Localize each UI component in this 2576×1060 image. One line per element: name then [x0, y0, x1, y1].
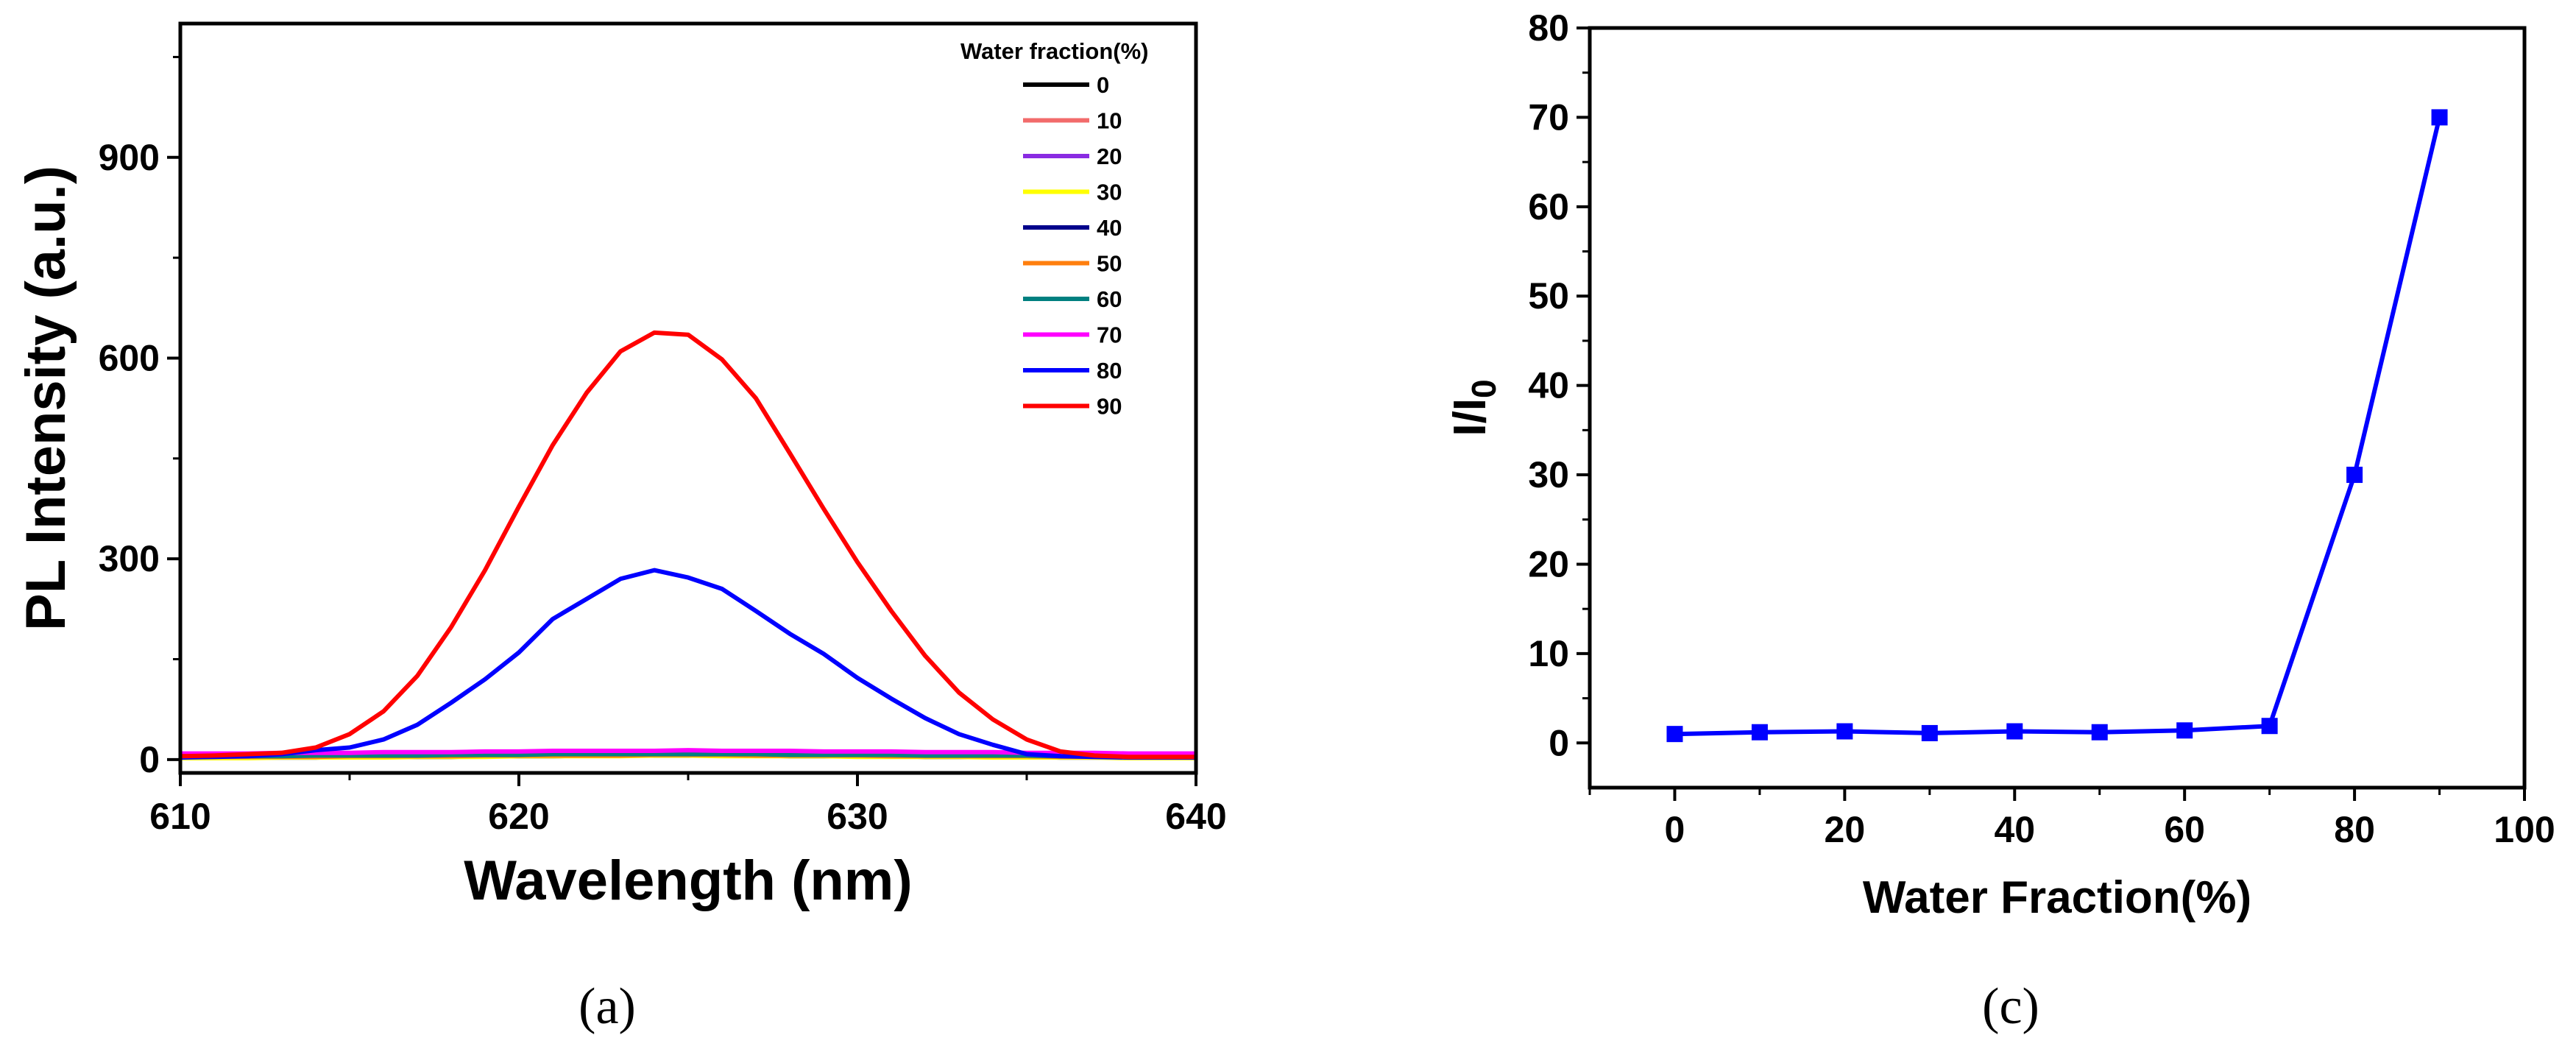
- ratio-point-80: [2346, 467, 2363, 484]
- panel-a-series-layer: [180, 330, 1196, 760]
- y-tick-label: 0: [139, 739, 160, 780]
- ratio-point-40: [2006, 723, 2023, 740]
- legend-label-0: 0: [1097, 72, 1109, 98]
- series-line-80: [180, 568, 1196, 760]
- panel-c-x-axis-label: Water Fraction(%): [1863, 872, 2251, 923]
- legend-label-90: 90: [1097, 394, 1122, 420]
- panel-c-ticks: 0 20 40 60 80 100 0 10 20 30 40 50 60 70 80: [1528, 7, 2555, 850]
- legend-label-20: 20: [1097, 144, 1122, 169]
- legend-label-50: 50: [1097, 251, 1122, 277]
- y-tick-label: 60: [1528, 186, 1569, 227]
- panel-c-y-axis-label: I/I0: [1445, 379, 1503, 436]
- ratio-point-30: [1921, 724, 1938, 741]
- x-tick-label: 100: [2494, 809, 2555, 850]
- y-tick-label: 20: [1528, 543, 1569, 584]
- legend-label-30: 30: [1097, 180, 1122, 205]
- series-line-90: [180, 330, 1196, 760]
- y-tick-label: 70: [1528, 96, 1569, 138]
- legend-label-10: 10: [1097, 108, 1122, 134]
- legend-label-60: 60: [1097, 286, 1122, 312]
- x-tick-label: 620: [488, 796, 549, 837]
- ratio-point-10: [1751, 724, 1768, 741]
- panel-c-y-label-subscript: 0: [1465, 379, 1503, 398]
- y-tick-label: 40: [1528, 365, 1569, 406]
- panel-a-label: (a): [578, 978, 636, 1035]
- x-tick-label: 630: [827, 796, 888, 837]
- legend-label-80: 80: [1097, 358, 1122, 384]
- y-tick-label: 300: [99, 538, 160, 579]
- panel-c-plot-frame: [1588, 26, 2527, 790]
- panel-a-x-axis-label: Wavelength (nm): [464, 849, 912, 912]
- panel-a-legend: Water fraction(%) 0 10 20 30 40 50 60 70 80 90: [960, 38, 1148, 420]
- y-tick-label: 50: [1528, 275, 1569, 317]
- y-tick-label: 30: [1528, 454, 1569, 495]
- x-tick-label: 60: [2164, 809, 2205, 850]
- ratio-point-90: [2431, 109, 2448, 126]
- panel-c-series-layer: [1666, 109, 2448, 743]
- panel-c-label: (c): [1982, 978, 2039, 1035]
- svg-text:I/I0: I/I0: [1445, 379, 1503, 436]
- y-tick-label: 80: [1528, 7, 1569, 49]
- ratio-point-0: [1666, 726, 1683, 743]
- x-tick-label: 20: [1825, 809, 1866, 850]
- panel-c-y-label-main: I/I: [1445, 398, 1496, 437]
- x-tick-label: 640: [1165, 796, 1226, 837]
- x-tick-label: 80: [2334, 809, 2375, 850]
- y-tick-label: 900: [99, 137, 160, 178]
- ratio-series-line: [1674, 116, 2442, 737]
- ratio-point-60: [2176, 722, 2193, 739]
- x-tick-label: 40: [1994, 809, 2035, 850]
- ratio-point-70: [2261, 718, 2278, 735]
- legend-label-40: 40: [1097, 215, 1122, 241]
- x-tick-label: 0: [1665, 809, 1685, 850]
- ratio-point-20: [1836, 723, 1853, 740]
- y-tick-label: 600: [99, 337, 160, 378]
- legend-label-70: 70: [1097, 322, 1122, 348]
- ratio-point-50: [2091, 724, 2108, 741]
- x-tick-label: 610: [149, 796, 210, 837]
- panel-a-y-axis-label: PL Intensity (a.u.): [15, 166, 77, 631]
- y-tick-label: 10: [1528, 633, 1569, 674]
- legend-title: Water fraction(%): [960, 38, 1148, 64]
- panel-c-intensity-ratio: 0 20 40 60 80 100 0 10 20 30 40 50 60 70 80 Water Frac…: [1445, 7, 2555, 923]
- y-tick-label: 0: [1549, 722, 1569, 763]
